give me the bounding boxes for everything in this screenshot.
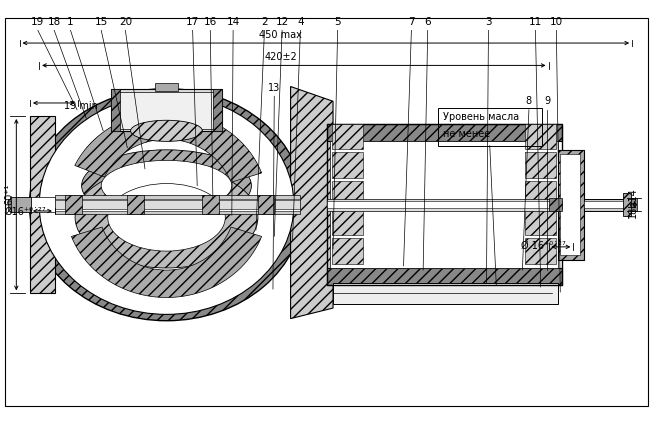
- Text: 1: 1: [67, 17, 74, 27]
- Bar: [326, 124, 562, 141]
- Ellipse shape: [131, 120, 202, 141]
- Bar: [584, 199, 624, 211]
- Text: 420±2: 420±2: [264, 52, 297, 62]
- Bar: [326, 201, 562, 208]
- Polygon shape: [71, 227, 262, 298]
- Ellipse shape: [108, 184, 225, 251]
- Polygon shape: [291, 87, 333, 319]
- Text: 13: 13: [268, 83, 280, 93]
- Text: 19 min: 19 min: [64, 100, 98, 111]
- Bar: [326, 199, 562, 211]
- Text: 19: 19: [31, 17, 44, 27]
- Text: 18: 18: [48, 17, 61, 27]
- Polygon shape: [75, 112, 262, 182]
- Text: 17: 17: [186, 17, 199, 27]
- Bar: [631, 198, 637, 211]
- Text: 18h14: 18h14: [628, 187, 638, 218]
- Text: 450 max: 450 max: [259, 30, 302, 40]
- Text: 2: 2: [261, 17, 268, 27]
- Text: 16: 16: [204, 17, 217, 27]
- Ellipse shape: [39, 95, 294, 314]
- Bar: [8, 199, 11, 211]
- Bar: [332, 152, 363, 178]
- Bar: [55, 195, 300, 214]
- Bar: [111, 89, 120, 131]
- Text: Ø 16⁺⁰˙²⁷: Ø 16⁺⁰˙²⁷: [521, 241, 566, 251]
- Bar: [333, 283, 558, 304]
- Text: 10: 10: [550, 17, 563, 27]
- Bar: [549, 198, 562, 211]
- Text: 15: 15: [95, 17, 108, 27]
- Bar: [326, 268, 562, 285]
- Bar: [525, 181, 556, 206]
- Text: 20: 20: [119, 17, 132, 27]
- Text: 9: 9: [544, 96, 550, 106]
- Bar: [111, 89, 222, 131]
- Bar: [10, 197, 31, 212]
- Text: 8: 8: [526, 96, 532, 106]
- Bar: [155, 83, 178, 91]
- Bar: [525, 124, 556, 149]
- Bar: [213, 89, 222, 131]
- Text: 6: 6: [424, 17, 431, 27]
- Bar: [525, 152, 556, 178]
- Text: не менее: не менее: [443, 129, 490, 139]
- Text: 14: 14: [227, 17, 240, 27]
- Bar: [114, 92, 219, 129]
- Text: 7: 7: [408, 17, 415, 27]
- Bar: [525, 238, 556, 264]
- Bar: [330, 141, 558, 268]
- Text: Ø16⁺⁰˙²⁷: Ø16⁺⁰˙²⁷: [5, 207, 46, 217]
- Bar: [202, 195, 219, 214]
- Bar: [623, 193, 631, 216]
- Text: 3: 3: [485, 17, 492, 27]
- Text: 11: 11: [529, 17, 542, 27]
- Text: Уровень масла: Уровень масла: [443, 112, 519, 122]
- Text: 60⁺¹: 60⁺¹: [4, 184, 14, 205]
- Bar: [584, 201, 624, 208]
- Bar: [560, 154, 580, 255]
- Bar: [65, 195, 82, 214]
- Ellipse shape: [101, 160, 232, 211]
- Bar: [332, 238, 363, 264]
- Bar: [258, 195, 274, 214]
- Text: 12: 12: [276, 17, 289, 27]
- Bar: [332, 210, 363, 235]
- Text: 4: 4: [297, 17, 304, 27]
- Bar: [30, 197, 55, 212]
- Bar: [55, 199, 300, 211]
- Ellipse shape: [75, 167, 258, 268]
- Bar: [525, 210, 556, 235]
- Ellipse shape: [82, 150, 251, 222]
- Bar: [326, 124, 562, 285]
- Text: 5: 5: [334, 17, 341, 27]
- Bar: [558, 150, 584, 260]
- Bar: [127, 195, 144, 214]
- Ellipse shape: [29, 89, 304, 321]
- Bar: [332, 124, 363, 149]
- Bar: [332, 181, 363, 206]
- Bar: [55, 200, 300, 209]
- Bar: [30, 116, 55, 293]
- Bar: [438, 108, 542, 146]
